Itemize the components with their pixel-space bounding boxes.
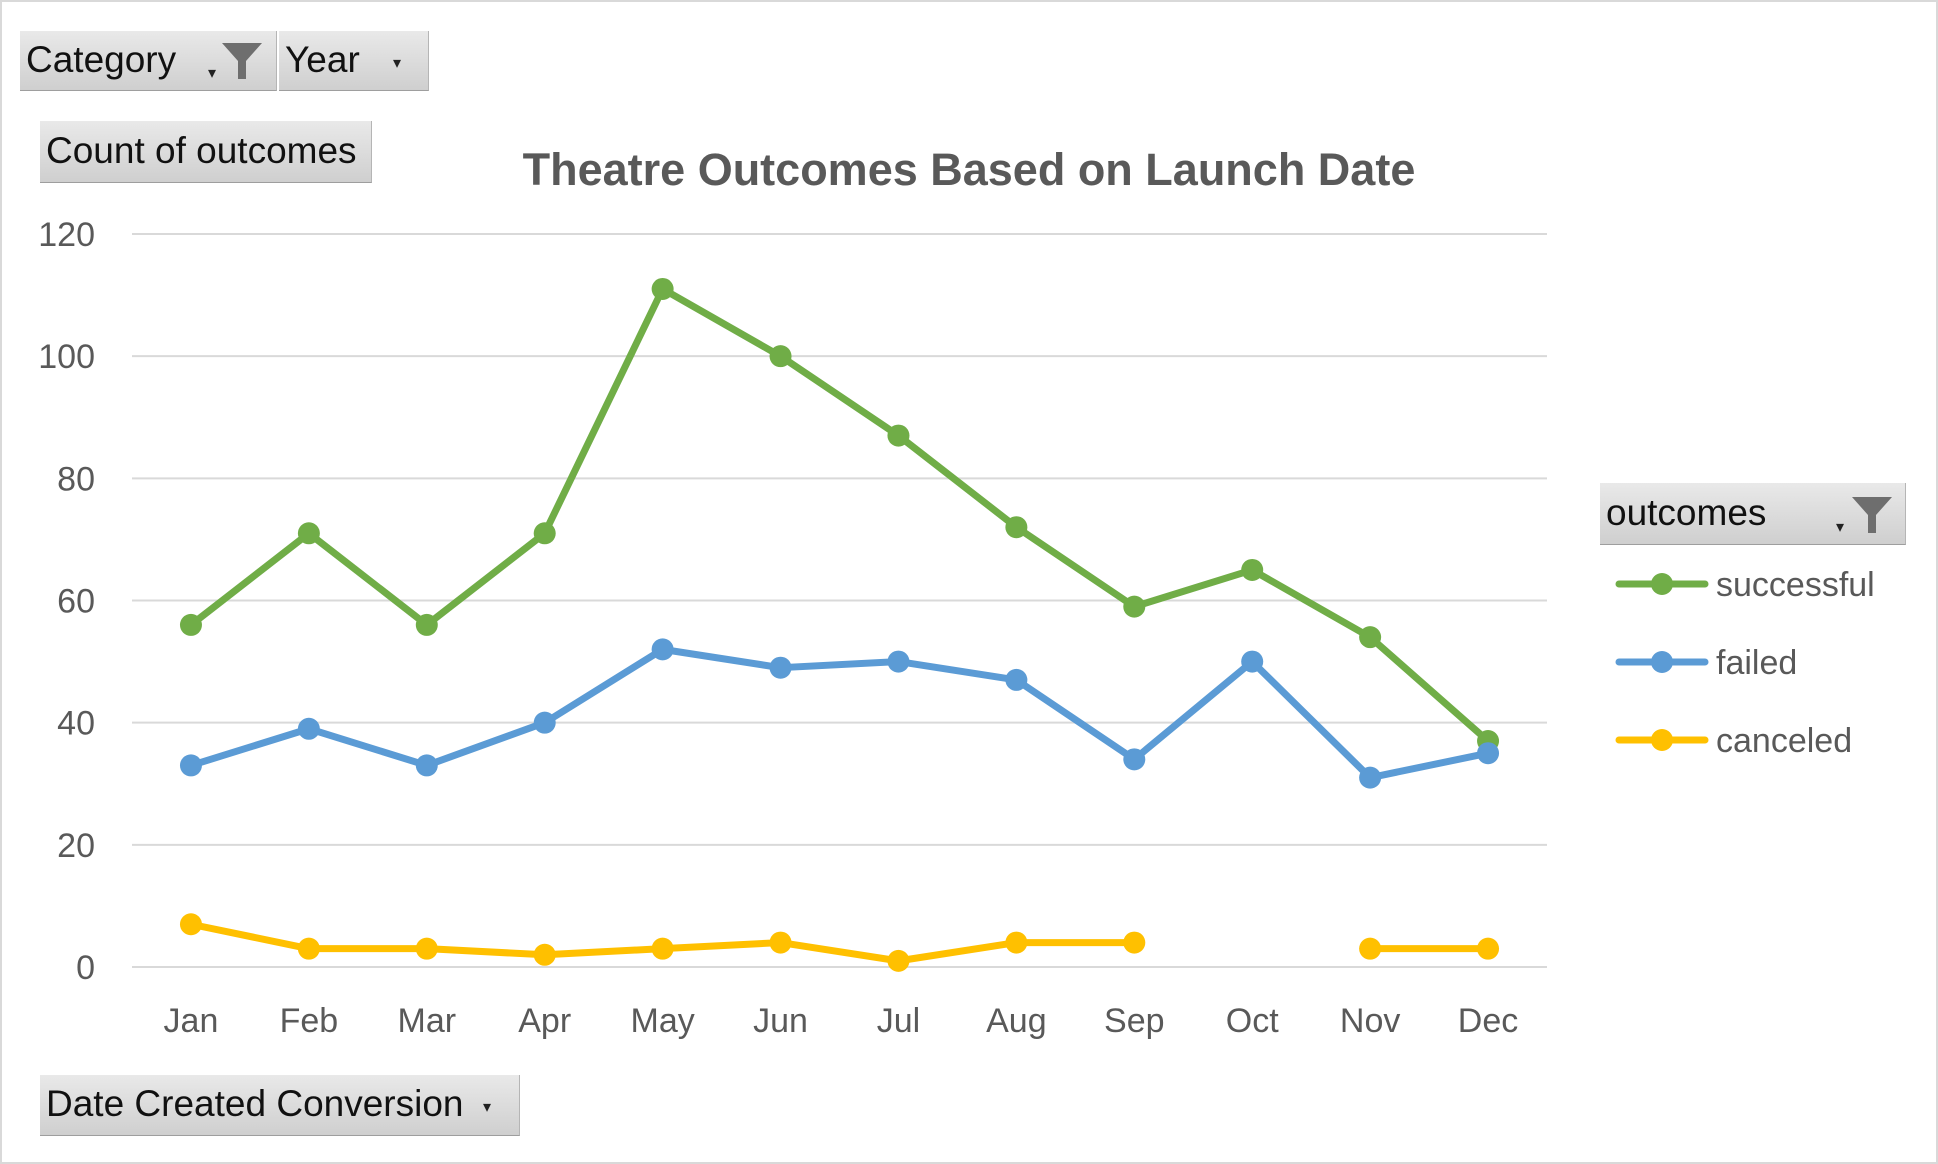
- series-successful: [179, 277, 1500, 752]
- funnel-icon: [1852, 497, 1892, 533]
- x-axis-ticks: Jan Feb Mar Apr May Jun Jul Aug Sep Oct Nov Dec: [164, 1002, 1519, 1040]
- data-point-canceled: [769, 931, 792, 954]
- data-point-failed: [179, 754, 202, 777]
- legend-marker: [1651, 729, 1673, 751]
- series-canceled: [179, 913, 1500, 972]
- x-tick-label: Oct: [1226, 1002, 1279, 1040]
- data-point-failed: [651, 638, 674, 661]
- data-point-successful: [1005, 516, 1028, 539]
- legend-item-failed[interactable]: failed: [1615, 644, 1797, 682]
- axis-field-label: Date Created Conversion: [46, 1083, 464, 1125]
- x-tick-label: Apr: [518, 1002, 571, 1040]
- series-line-failed: [187, 645, 1492, 782]
- data-point-canceled: [297, 937, 320, 960]
- data-point-successful: [1241, 558, 1264, 581]
- data-point-canceled: [533, 943, 556, 966]
- x-tick-label: Jun: [753, 1002, 808, 1040]
- data-point-successful: [887, 424, 910, 447]
- x-tick-label: Sep: [1104, 1002, 1165, 1040]
- data-point-failed: [533, 711, 556, 734]
- x-tick-label: Dec: [1458, 1002, 1518, 1040]
- data-point-canceled: [1123, 931, 1146, 954]
- data-point-canceled: [415, 937, 438, 960]
- data-point-canceled: [1005, 931, 1028, 954]
- gridlines: [132, 233, 1547, 968]
- values-field-button[interactable]: Count of outcomes: [40, 121, 372, 183]
- category-filter-label: Category: [26, 38, 177, 80]
- data-point-failed: [297, 717, 320, 740]
- values-field-label: Count of outcomes: [46, 129, 357, 171]
- dropdown-arrow-icon: ▾: [208, 65, 217, 82]
- data-point-successful: [1359, 626, 1382, 649]
- series-lines: [179, 277, 1500, 972]
- y-tick-label: 100: [38, 338, 95, 376]
- y-tick-label: 60: [57, 583, 95, 621]
- legend-marker: [1651, 573, 1673, 595]
- dropdown-arrow-icon: ▾: [1836, 519, 1845, 536]
- axis-field-button[interactable]: Date Created Conversion ▾: [40, 1075, 520, 1136]
- chart-title: Theatre Outcomes Based on Launch Date: [523, 144, 1416, 195]
- dropdown-arrow-icon: ▾: [393, 55, 402, 72]
- y-axis-ticks: 0 20 40 60 80 100 120: [38, 216, 95, 987]
- data-point-failed: [1005, 668, 1028, 691]
- legend-marker: [1651, 651, 1673, 673]
- x-tick-label: Feb: [280, 1002, 339, 1040]
- legend-field-button[interactable]: outcomes ▾: [1600, 483, 1906, 545]
- funnel-icon: [222, 43, 262, 79]
- x-tick-label: Aug: [986, 1002, 1047, 1040]
- legend-item-canceled[interactable]: canceled: [1615, 722, 1852, 760]
- year-filter-button[interactable]: Year ▾: [279, 31, 429, 91]
- data-point-successful: [297, 522, 320, 545]
- x-tick-label: Nov: [1340, 1002, 1400, 1040]
- x-tick-label: Jul: [877, 1002, 920, 1040]
- data-point-canceled: [651, 937, 674, 960]
- data-point-failed: [769, 656, 792, 679]
- data-point-failed: [1359, 766, 1382, 789]
- legend-label: failed: [1716, 644, 1797, 682]
- data-point-successful: [651, 277, 674, 300]
- x-tick-label: Jan: [164, 1002, 219, 1040]
- x-tick-label: Mar: [398, 1002, 457, 1040]
- legend-field-label: outcomes: [1606, 491, 1767, 533]
- data-point-successful: [415, 613, 438, 636]
- legend-item-successful[interactable]: successful: [1615, 566, 1875, 604]
- data-point-successful: [1123, 595, 1146, 618]
- data-point-successful: [769, 345, 792, 368]
- year-filter-label: Year: [285, 38, 360, 80]
- data-point-failed: [415, 754, 438, 777]
- y-tick-label: 40: [57, 705, 95, 743]
- category-filter-button[interactable]: Category ▾: [20, 31, 277, 91]
- data-point-canceled: [1359, 937, 1382, 960]
- data-point-failed: [1241, 650, 1264, 673]
- y-tick-label: 80: [57, 460, 95, 498]
- data-point-failed: [887, 650, 910, 673]
- data-point-successful: [179, 613, 202, 636]
- data-point-canceled: [887, 949, 910, 972]
- data-point-successful: [533, 522, 556, 545]
- legend-label: canceled: [1716, 722, 1852, 760]
- data-point-failed: [1123, 748, 1146, 771]
- y-tick-label: 20: [57, 827, 95, 865]
- legend-label: successful: [1716, 566, 1875, 604]
- legend: successful failed canceled: [1615, 566, 1875, 760]
- series-line-successful: [187, 285, 1492, 745]
- y-tick-label: 0: [76, 949, 95, 987]
- data-point-canceled: [179, 913, 202, 936]
- series-failed: [179, 638, 1500, 789]
- x-tick-label: May: [631, 1002, 695, 1040]
- data-point-failed: [1477, 742, 1500, 765]
- y-tick-label: 120: [38, 216, 95, 254]
- dropdown-arrow-icon: ▾: [483, 1099, 492, 1116]
- data-point-canceled: [1477, 937, 1500, 960]
